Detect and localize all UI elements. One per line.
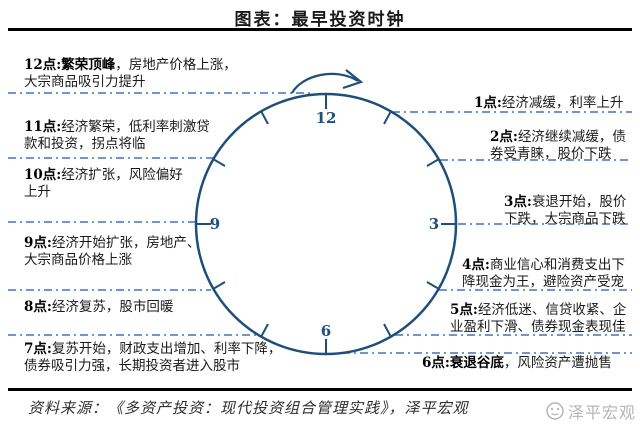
watermark-text: 泽平宏观 bbox=[567, 403, 636, 422]
annotation-5-rest: 经济低迷、信贷收紧、企业盈利下滑、债券现金表现佳 bbox=[450, 302, 627, 335]
zeping-logo-icon bbox=[546, 402, 564, 420]
annotation-11-oclock: 11点:经济繁荣，低利率刺激贷款和投资，拐点将临 bbox=[24, 119, 216, 153]
annotation-10-bold: 10点: bbox=[24, 167, 62, 183]
annotation-7-rest: 复苏开始，财政支出增加、利率下降，债券吸引力强，长期投资者进入股市 bbox=[24, 341, 282, 374]
annotation-5-oclock: 5点:经济低迷、信贷收紧、企业盈利下滑、债券现金表现佳 bbox=[450, 302, 632, 336]
annotation-6-rest: ，风险资产遭抛售 bbox=[503, 355, 612, 371]
bottom-rule bbox=[8, 388, 632, 391]
annotation-11-rest: 经济繁荣，低利率刺激贷款和投资，拐点将临 bbox=[24, 119, 210, 152]
annotation-4-rest: 商业信心和消费支出下降现金为王，避险资产受宠 bbox=[462, 257, 625, 290]
annotation-3-oclock: 3点:衰退开始，股价下跌，大宗商品下跌 bbox=[504, 194, 632, 228]
annotation-1-oclock: 1点:经济减缓，利率上升 bbox=[474, 95, 632, 112]
annotation-1-rest: 经济减缓，利率上升 bbox=[501, 95, 624, 111]
annotation-10-rest: 经济扩张，风险偏好上升 bbox=[24, 167, 183, 200]
annotation-3-rest: 衰退开始，股价下跌，大宗商品下跌 bbox=[504, 194, 627, 227]
page-title: 图表：最早投资时钟 bbox=[234, 10, 406, 30]
annotation-8-oclock: 8点:经济复苏，股市回暖 bbox=[24, 299, 204, 316]
annotation-12-rest: ，房地产价格上涨，大宗商品吸引力提升 bbox=[24, 57, 237, 90]
annotation-5-bold: 5点: bbox=[450, 302, 478, 318]
guide-lines-right bbox=[342, 111, 632, 354]
annotation-1-bold: 1点: bbox=[474, 95, 502, 111]
guide-lines-left bbox=[8, 92, 313, 336]
watermark: 泽平宏观 bbox=[545, 399, 636, 423]
annotation-12-bold: 12点:繁荣顶峰 bbox=[24, 57, 116, 73]
annotation-4-bold: 4点: bbox=[462, 257, 490, 273]
annotation-9-bold: 9点: bbox=[24, 235, 52, 251]
annotation-10-oclock: 10点:经济扩张，风险偏好上升 bbox=[24, 167, 187, 201]
clock-number-9: 9 bbox=[210, 215, 220, 233]
annotation-3-bold: 3点: bbox=[504, 194, 532, 210]
annotation-7-oclock: 7点:复苏开始，财政支出增加、利率下降，债券吸引力强，长期投资者进入股市 bbox=[24, 341, 282, 375]
top-rule bbox=[8, 28, 632, 31]
clock-number-12: 12 bbox=[316, 109, 337, 127]
annotation-9-rest: 经济开始扩张，房地产、大宗商品价格上涨 bbox=[24, 235, 201, 268]
source-note: 资料来源：《多资产投资：现代投资组合管理实践》，泽平宏观 bbox=[28, 399, 469, 417]
annotation-8-rest: 经济复苏，股市回暖 bbox=[51, 299, 174, 315]
annotation-2-oclock: 2点:经济继续减缓，债券受青睐，股价下跌 bbox=[490, 129, 632, 163]
annotation-6-oclock: 6点:衰退谷底，风险资产遭抛售 bbox=[422, 355, 632, 372]
annotation-9-oclock: 9点:经济开始扩张，房地产、大宗商品价格上涨 bbox=[24, 235, 206, 269]
annotation-7-bold: 7点: bbox=[24, 341, 52, 357]
annotation-8-bold: 8点: bbox=[24, 299, 52, 315]
clock-face-circle bbox=[194, 92, 458, 356]
clock-number-3: 3 bbox=[429, 215, 439, 233]
clock-number-6: 6 bbox=[321, 322, 331, 340]
annotation-6-bold: 6点:衰退谷底 bbox=[422, 355, 504, 371]
annotation-12-oclock: 12点:繁荣顶峰，房地产价格上涨，大宗商品吸引力提升 bbox=[24, 57, 242, 91]
annotation-4-oclock: 4点:商业信心和消费支出下降现金为王，避险资产受宠 bbox=[462, 257, 632, 291]
annotation-2-bold: 2点: bbox=[490, 129, 518, 145]
clockwise-arrow-icon bbox=[291, 69, 364, 94]
annotation-2-rest: 经济继续减缓，债券受青睐，股价下跌 bbox=[490, 129, 626, 162]
annotation-11-bold: 11点: bbox=[24, 119, 62, 135]
clock-tick-marks bbox=[196, 94, 456, 354]
